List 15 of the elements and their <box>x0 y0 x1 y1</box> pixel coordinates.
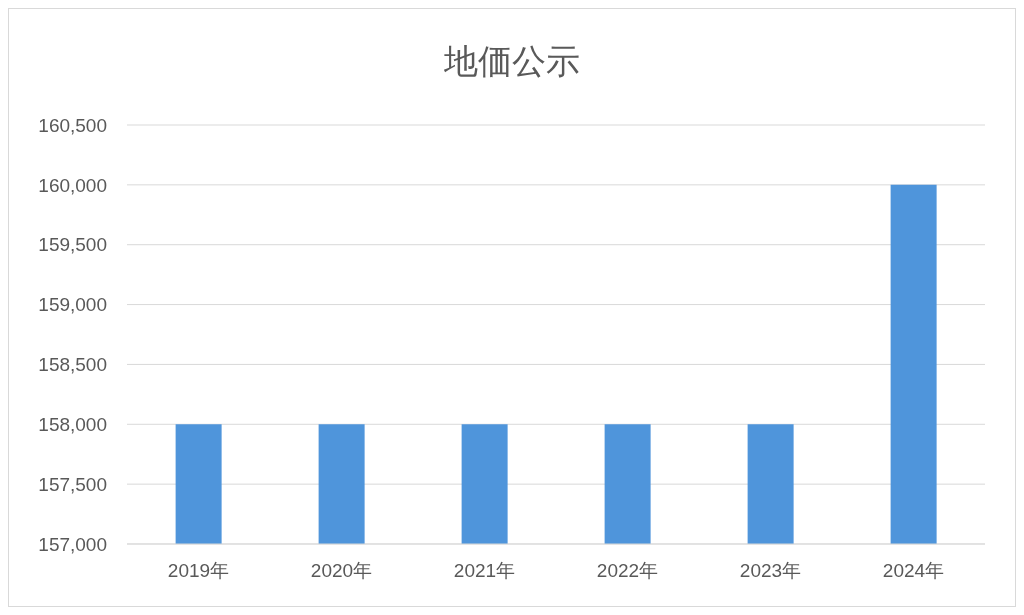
x-tick-label: 2021年 <box>453 560 516 582</box>
y-tick-label: 157,500 <box>38 473 107 495</box>
chart-title: 地価公示 <box>443 41 581 82</box>
y-tick-label: 160,000 <box>38 174 107 196</box>
y-tick-label: 159,000 <box>38 294 107 316</box>
y-tick-label: 158,500 <box>38 354 107 376</box>
x-tick-label: 2023年 <box>739 560 802 582</box>
x-tick-label: 2022年 <box>596 560 659 582</box>
x-tick-label: 2020年 <box>310 560 373 582</box>
y-tick-label: 160,500 <box>38 114 107 136</box>
x-tick-label: 2019年 <box>167 560 230 582</box>
y-tick-label: 157,000 <box>38 533 107 555</box>
x-tick-label: 2024年 <box>882 560 945 582</box>
y-tick-label: 159,500 <box>38 234 107 256</box>
y-tick-label: 158,000 <box>38 414 107 436</box>
